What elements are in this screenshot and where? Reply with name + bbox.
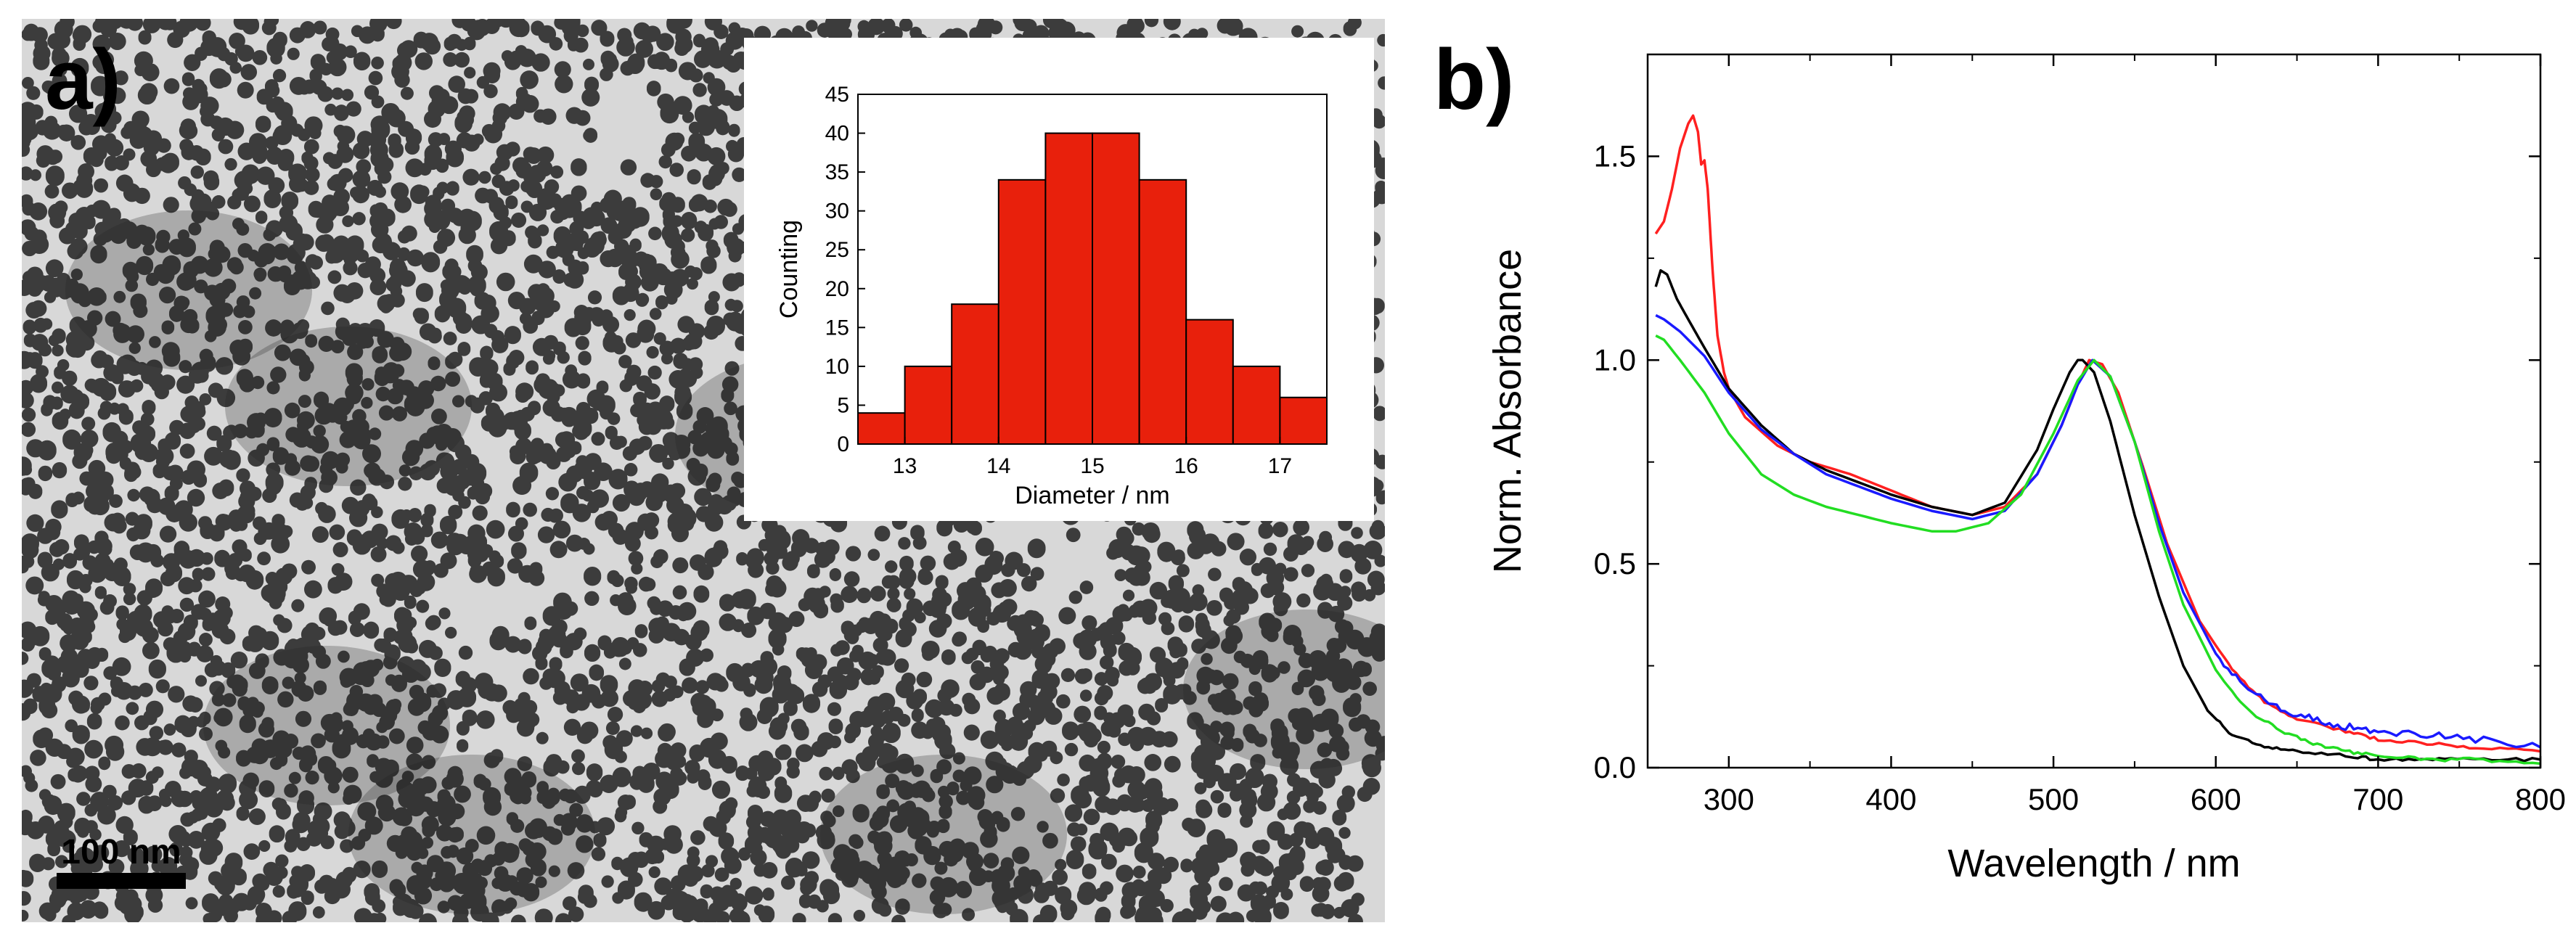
spectra-x-axis-label: Wavelength / nm	[1947, 842, 2240, 885]
histogram-bar	[1232, 365, 1281, 445]
tem-particle-cluster	[348, 755, 595, 914]
tem-particle-cluster	[203, 646, 450, 805]
spectra-y-tick-label: 0.5	[1594, 546, 1636, 580]
histogram-y-tick-label: 10	[825, 355, 849, 379]
panel-b-label: b)	[1434, 32, 1514, 128]
histogram-bar	[1279, 396, 1328, 446]
spectra-x-tick-label: 500	[2028, 782, 2079, 816]
spectra-chart: 300 400 500 600 700 800 0.0 0.5 1.0 1.5 Wavelength…	[1486, 53, 2566, 885]
histogram-x-tick-label: 16	[1174, 454, 1198, 478]
spectra-x-tick-label: 400	[1865, 782, 1916, 816]
histogram-x-axis-label: Diameter / nm	[1015, 482, 1170, 509]
histogram-inset: 0 5 10 15 20 25 30 35 40 45 13 14 15 16 17 Diameter / n…	[744, 38, 1374, 521]
spectrum-line-blue	[1655, 313, 2541, 749]
histogram-y-tick-label: 0	[837, 432, 849, 456]
histogram-chart: 0 5 10 15 20 25 30 35 40 45 13 14 15 16 17 Diameter / n…	[775, 83, 1328, 509]
histogram-bar	[951, 303, 999, 446]
scale-bar-label: 100 nm	[61, 833, 181, 871]
histogram-y-tick-label: 25	[825, 238, 849, 262]
tem-particle-cluster	[65, 210, 312, 370]
tem-particle-cluster	[225, 327, 472, 486]
histogram-y-tick-label: 30	[825, 200, 849, 223]
spectra-x-tick-label: 300	[1704, 782, 1754, 816]
tem-particle-cluster	[1183, 610, 1385, 769]
spectrum-line-red	[1654, 114, 2541, 753]
spectra-y-tick-label: 1.5	[1594, 139, 1636, 173]
histogram-y-tick-label: 40	[825, 122, 849, 146]
spectra-y-tick-label: 0.0	[1594, 750, 1636, 784]
spectra-y-tick-label: 1.0	[1594, 342, 1636, 377]
histogram-y-tick-label: 15	[825, 316, 849, 340]
histogram-x-tick-label: 14	[986, 454, 1010, 478]
histogram-bar	[1185, 319, 1234, 445]
histogram-y-tick-label: 45	[825, 83, 849, 107]
histogram-y-tick-label: 5	[837, 393, 849, 417]
spectra-x-tick-label: 600	[2191, 782, 2241, 816]
scale-bar	[57, 873, 186, 889]
histogram-y-axis-label: Counting	[775, 220, 803, 319]
spectrum-line-black	[1654, 268, 2541, 763]
panel-a-label: a)	[45, 32, 121, 128]
histogram-y-tick-label: 20	[825, 277, 849, 301]
histogram-x-tick-label: 17	[1268, 454, 1292, 478]
histogram-bar	[1138, 178, 1187, 445]
spectra-x-tick-label: 700	[2352, 782, 2403, 816]
histogram-x-tick-label: 15	[1080, 454, 1104, 478]
histogram-bar	[857, 412, 906, 446]
histogram-bar	[904, 365, 953, 445]
spectrum-line-green	[1655, 334, 2541, 766]
histogram-x-tick-label: 13	[893, 454, 917, 478]
tem-particle-cluster	[820, 755, 1067, 914]
panel-b: b) 300 400 500 600 700 800 0.0 0.5 1.0 1.5 Wavelen…	[1434, 32, 2566, 885]
histogram-bar	[997, 178, 1047, 445]
panel-a: 100 nm a) 0 5 10 15 20 25 30 35 40 45 13 14 15 16 17 Di…	[22, 19, 1385, 922]
histogram-bar	[1044, 132, 1094, 446]
spectra-y-axis-label: Norm. Absorbance	[1486, 249, 1529, 573]
spectra-x-tick-label: 800	[2515, 782, 2566, 816]
histogram-y-tick-label: 35	[825, 160, 849, 184]
spectra-frame	[1646, 53, 2542, 769]
histogram-bar	[1092, 132, 1140, 446]
